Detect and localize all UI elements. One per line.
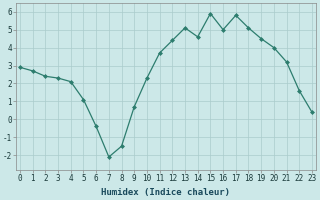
X-axis label: Humidex (Indice chaleur): Humidex (Indice chaleur): [101, 188, 230, 197]
